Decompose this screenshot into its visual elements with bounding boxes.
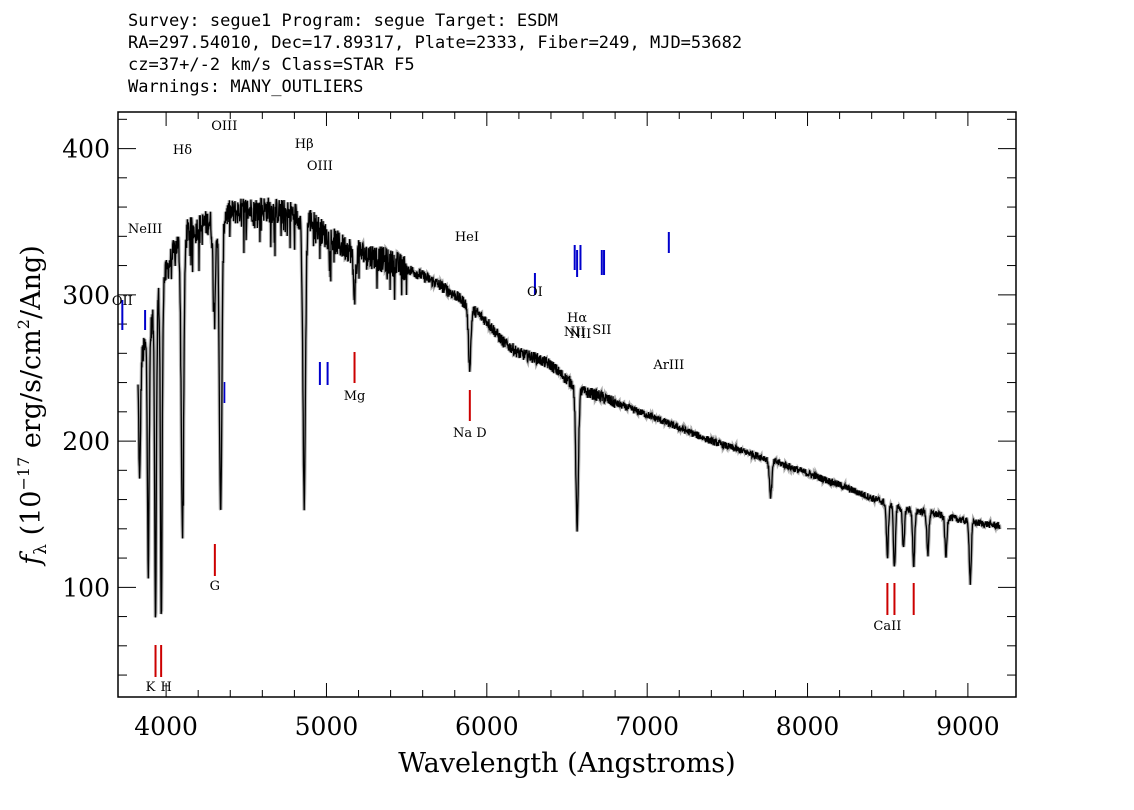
- emission-line-label: Hβ: [295, 137, 314, 152]
- y-tick-label: 100: [62, 573, 110, 602]
- absorption-line-label: K: [146, 680, 156, 695]
- x-tick-label: 7000: [615, 712, 679, 741]
- x-tick-label: 5000: [295, 712, 359, 741]
- x-tick-label: 9000: [936, 712, 1000, 741]
- emission-line-label: NII: [570, 327, 592, 342]
- axis-ticks: [118, 112, 1016, 697]
- x-tick-label: 6000: [455, 712, 519, 741]
- absorption-line-label: G: [210, 579, 220, 594]
- spectrum-error-band: [136, 197, 1002, 618]
- emission-line-label: Hδ: [173, 143, 192, 158]
- x-axis-label: Wavelength (Angstroms): [398, 748, 735, 779]
- emission-line-label: HeI: [455, 230, 479, 245]
- plot-frame: [117, 111, 1017, 698]
- axis-tick-labels: 4000 5000 6000 7000 8000 9000 100 200 300 400: [62, 135, 999, 741]
- header-coordinates-line: RA=297.54010, Dec=17.89317, Plate=2333, …: [128, 33, 743, 53]
- header-redshift-class-line: cz=37+/-2 km/s Class=STAR F5: [128, 55, 415, 75]
- absorption-line-label: H: [160, 680, 171, 695]
- y-axis-label: fλ (10−17 erg/s/cm2/Ang): [14, 245, 51, 567]
- y-tick-label: 300: [62, 281, 110, 310]
- emission-line-label: OIII: [211, 119, 237, 134]
- y-tick-label: 400: [62, 135, 110, 164]
- absorption-line-label: Na D: [453, 426, 487, 441]
- emission-line-label: NeIII: [128, 222, 162, 237]
- spectrum-header: Survey: segue1 Program: segue Target: ES…: [128, 10, 742, 98]
- emission-line-label: ArIII: [652, 358, 684, 373]
- spectrum-flux-line: [137, 197, 1001, 618]
- absorption-line-label: Mg: [344, 389, 366, 404]
- absorption-line-label: CaII: [873, 619, 901, 634]
- header-warnings-line: Warnings: MANY_OUTLIERS: [128, 77, 364, 97]
- emission-line-label: OI: [527, 285, 543, 300]
- emission-line-label: SII: [592, 323, 611, 338]
- emission-line-label: OII: [112, 294, 133, 309]
- x-tick-label: 8000: [776, 712, 840, 741]
- y-tick-label: 200: [62, 427, 110, 456]
- emission-line-label: Hα: [567, 311, 587, 326]
- emission-line-label: NII: [564, 325, 586, 340]
- x-tick-label: 4000: [134, 712, 198, 741]
- header-survey-line: Survey: segue1 Program: segue Target: ES…: [128, 11, 558, 31]
- emission-line-label: OIII: [307, 159, 333, 174]
